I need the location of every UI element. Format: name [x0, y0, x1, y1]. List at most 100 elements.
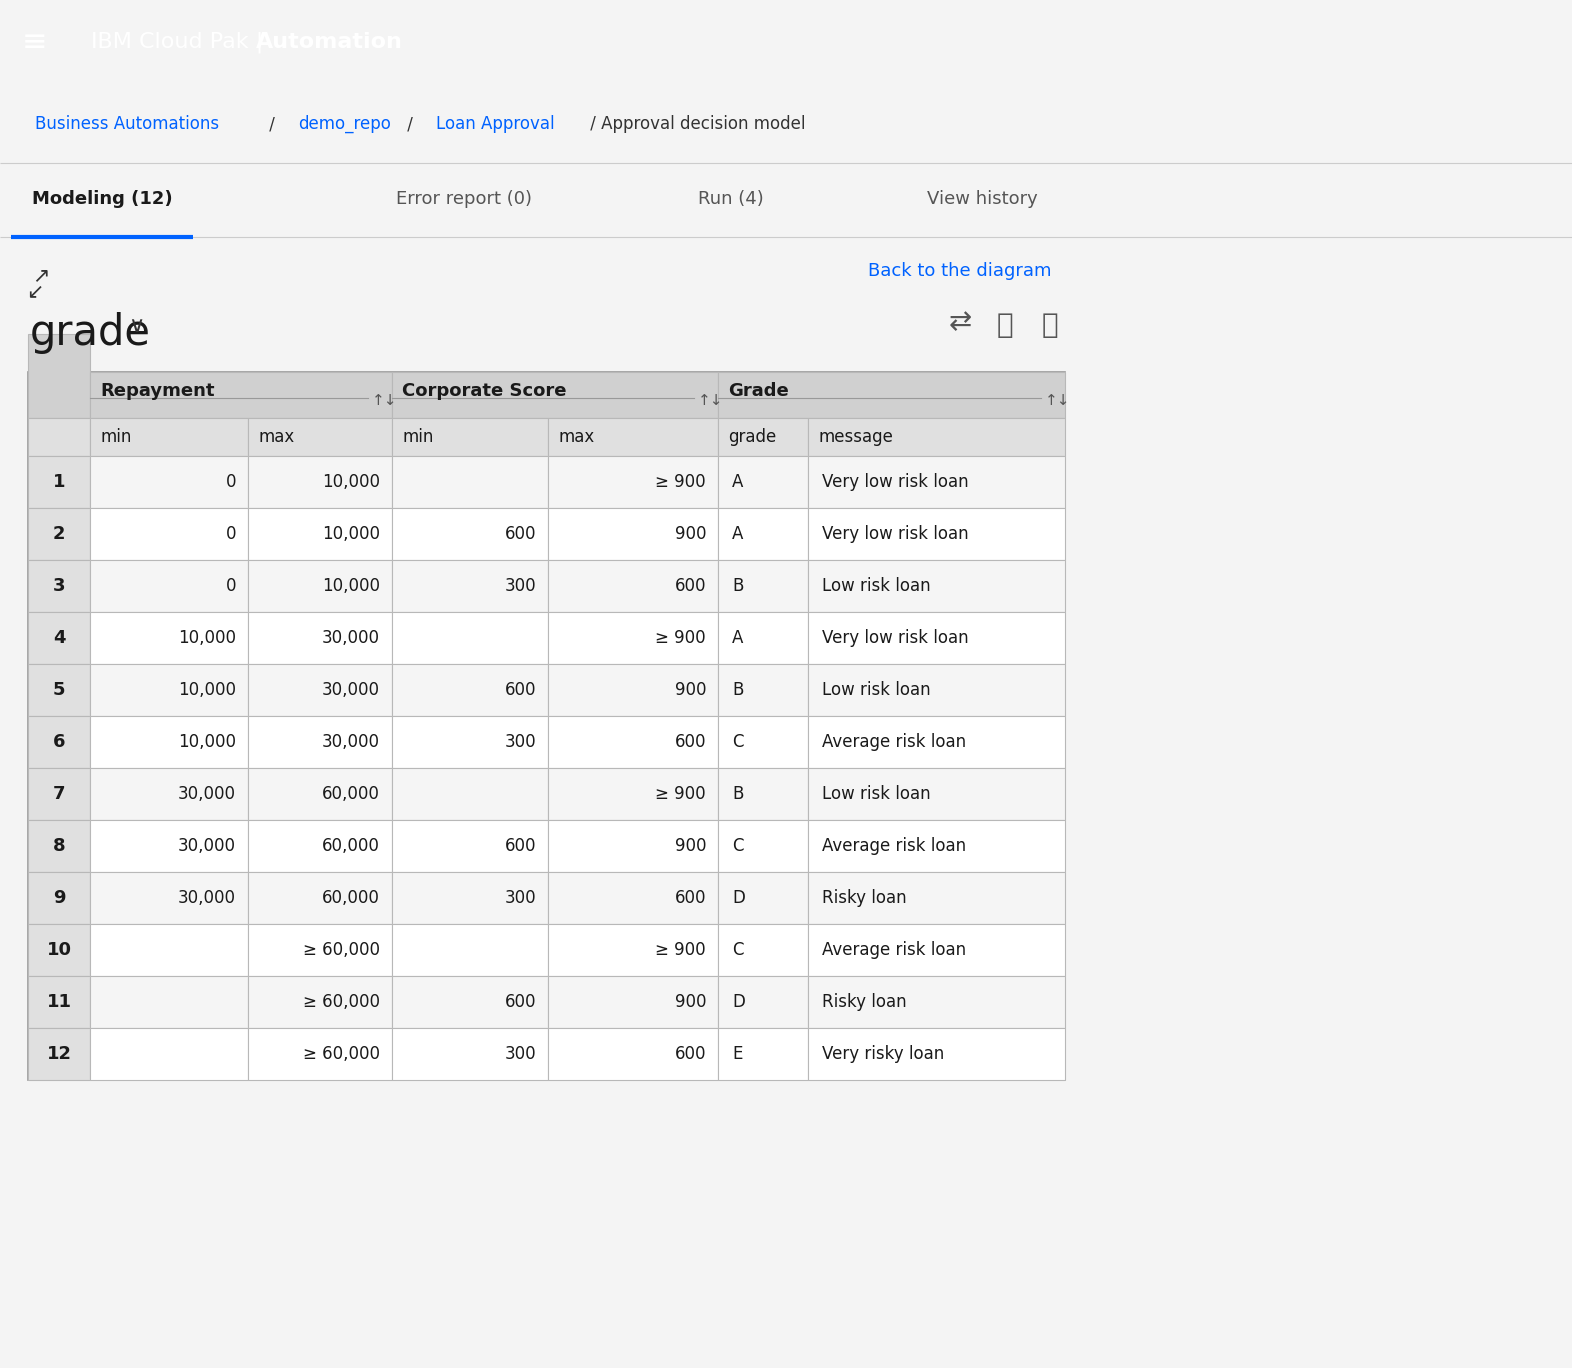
Bar [391, 871, 549, 923]
Text: ≥ 60,000: ≥ 60,000 [303, 1045, 380, 1063]
Text: 10,000: 10,000 [178, 628, 236, 647]
Bar [28, 871, 90, 923]
Bar [248, 1027, 391, 1079]
Bar [28, 417, 90, 456]
Text: 900: 900 [674, 993, 706, 1011]
Text: 10,000: 10,000 [322, 576, 380, 595]
Text: ↑↓: ↑↓ [373, 393, 398, 408]
Text: 60,000: 60,000 [322, 784, 380, 803]
Bar [28, 372, 1064, 1079]
Bar [549, 715, 718, 767]
Text: 60,000: 60,000 [322, 888, 380, 907]
Text: B: B [733, 576, 744, 595]
Text: 9: 9 [53, 888, 66, 907]
Bar [808, 417, 1064, 456]
Bar [90, 456, 248, 508]
Bar [90, 871, 248, 923]
Text: ↑↓: ↑↓ [1045, 393, 1071, 408]
Bar [718, 975, 808, 1027]
Text: 7: 7 [53, 784, 66, 803]
Text: ≥ 60,000: ≥ 60,000 [303, 993, 380, 1011]
Text: ≥ 900: ≥ 900 [656, 784, 706, 803]
Text: 900: 900 [674, 836, 706, 855]
Text: 12: 12 [47, 1045, 71, 1063]
Text: Error report (0): Error report (0) [396, 190, 531, 208]
Bar [718, 663, 808, 715]
Text: 600: 600 [674, 888, 706, 907]
Text: 10,000: 10,000 [322, 524, 380, 543]
Text: 30,000: 30,000 [322, 628, 380, 647]
Text: min: min [101, 428, 132, 446]
Bar [718, 508, 808, 560]
Text: A: A [733, 628, 744, 647]
Text: 30,000: 30,000 [322, 732, 380, 751]
Bar [90, 508, 248, 560]
Bar [28, 923, 90, 975]
Bar [90, 923, 248, 975]
Bar [248, 871, 391, 923]
Text: 600: 600 [674, 732, 706, 751]
Bar [808, 715, 1064, 767]
Bar [549, 819, 718, 871]
Text: 600: 600 [674, 1045, 706, 1063]
Text: 0: 0 [225, 524, 236, 543]
Text: min: min [402, 428, 434, 446]
Bar [549, 871, 718, 923]
Bar [549, 560, 718, 611]
Text: 300: 300 [505, 732, 536, 751]
Bar [248, 715, 391, 767]
Text: B: B [733, 680, 744, 699]
Text: Average risk loan: Average risk loan [822, 732, 967, 751]
Bar [391, 715, 549, 767]
Text: 30,000: 30,000 [178, 836, 236, 855]
Text: ≥ 900: ≥ 900 [656, 472, 706, 491]
Text: Risky loan: Risky loan [822, 888, 907, 907]
Text: Risky loan: Risky loan [822, 993, 907, 1011]
Text: grade: grade [30, 312, 151, 353]
Text: ↗: ↗ [31, 265, 49, 286]
Bar [549, 417, 718, 456]
Text: message: message [817, 428, 893, 446]
Text: 60,000: 60,000 [322, 836, 380, 855]
Text: Business Automations: Business Automations [35, 115, 219, 133]
Bar [248, 508, 391, 560]
Bar [248, 663, 391, 715]
Text: 0: 0 [225, 576, 236, 595]
Bar [718, 767, 808, 819]
Text: 1: 1 [53, 472, 66, 491]
Bar [808, 663, 1064, 715]
Bar [28, 715, 90, 767]
Bar [808, 456, 1064, 508]
Bar [391, 417, 549, 456]
Bar [808, 508, 1064, 560]
Bar [808, 767, 1064, 819]
Bar [248, 417, 391, 456]
Bar [549, 923, 718, 975]
Bar [391, 663, 549, 715]
Text: C: C [733, 732, 744, 751]
Text: 300: 300 [505, 888, 536, 907]
Bar [549, 508, 718, 560]
Text: 30,000: 30,000 [322, 680, 380, 699]
Bar [28, 975, 90, 1027]
Text: 10,000: 10,000 [322, 472, 380, 491]
Text: Back to the diagram: Back to the diagram [868, 261, 1052, 279]
Text: 30,000: 30,000 [178, 784, 236, 803]
Text: Repayment: Repayment [101, 382, 214, 399]
Bar [28, 663, 90, 715]
Text: Low risk loan: Low risk loan [822, 576, 931, 595]
Text: 600: 600 [505, 836, 536, 855]
Bar [808, 819, 1064, 871]
Text: max: max [558, 428, 594, 446]
Text: Grade: Grade [728, 382, 789, 399]
Bar [90, 611, 248, 663]
Bar [391, 923, 549, 975]
Bar [28, 334, 90, 417]
Text: 10,000: 10,000 [178, 680, 236, 699]
Bar [808, 975, 1064, 1027]
Text: Modeling (12): Modeling (12) [31, 190, 173, 208]
Bar [28, 611, 90, 663]
Text: ⓘ: ⓘ [997, 311, 1014, 338]
Text: 5: 5 [53, 680, 66, 699]
Text: 600: 600 [505, 524, 536, 543]
